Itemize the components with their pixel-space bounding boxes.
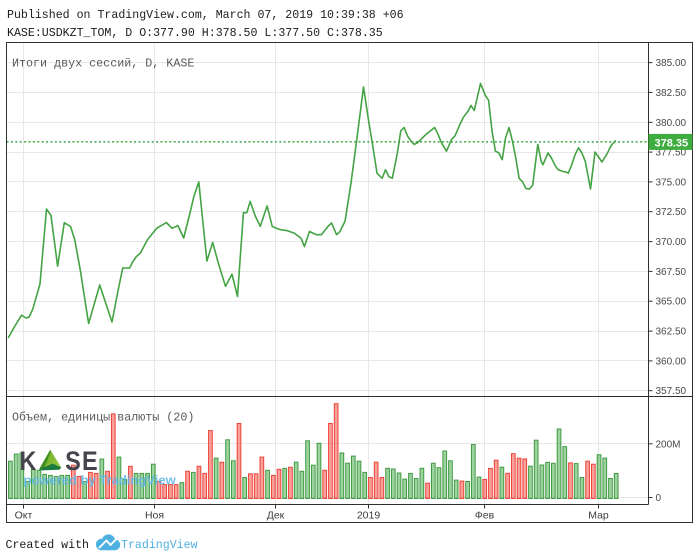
svg-text:Окт: Окт bbox=[15, 510, 33, 522]
svg-text:Created with: Created with bbox=[6, 539, 90, 552]
svg-text:Мар: Мар bbox=[588, 510, 609, 522]
svg-text:375.00: 375.00 bbox=[656, 177, 687, 188]
svg-text:365.00: 365.00 bbox=[656, 297, 687, 308]
svg-text:E: E bbox=[82, 447, 98, 477]
svg-text:Дек: Дек bbox=[267, 510, 285, 522]
svg-text:362.50: 362.50 bbox=[656, 327, 687, 338]
svg-text:S: S bbox=[65, 447, 81, 477]
svg-text:360.00: 360.00 bbox=[656, 356, 687, 367]
svg-text:Published on TradingView.com,: Published on TradingView.com, March 07, … bbox=[7, 9, 404, 22]
svg-text:378.35: 378.35 bbox=[655, 137, 689, 149]
svg-text:380.00: 380.00 bbox=[656, 118, 687, 129]
svg-text:372.50: 372.50 bbox=[656, 207, 687, 218]
svg-text:357.50: 357.50 bbox=[656, 386, 687, 397]
svg-text:Итоги двух сессий, D, KASE: Итоги двух сессий, D, KASE bbox=[12, 57, 194, 71]
svg-text:377.50: 377.50 bbox=[656, 148, 687, 159]
svg-text:TradingView: TradingView bbox=[121, 539, 198, 552]
svg-text:Фев: Фев bbox=[475, 510, 495, 522]
svg-text:powered by TradingView: powered by TradingView bbox=[24, 473, 177, 488]
svg-text:385.00: 385.00 bbox=[656, 58, 687, 69]
svg-text:Объем, единицы валюты (20): Объем, единицы валюты (20) bbox=[12, 411, 194, 425]
svg-text:0: 0 bbox=[656, 493, 662, 504]
svg-text:KASE:USDKZT_TOM, D O:377.90 H:: KASE:USDKZT_TOM, D O:377.90 H:378.50 L:3… bbox=[7, 27, 383, 40]
svg-text:Ноя: Ноя bbox=[145, 510, 164, 522]
svg-text:2019: 2019 bbox=[357, 510, 381, 522]
svg-text:370.00: 370.00 bbox=[656, 237, 687, 248]
svg-text:367.50: 367.50 bbox=[656, 267, 687, 278]
svg-text:200M: 200M bbox=[656, 439, 681, 450]
svg-text:K: K bbox=[19, 447, 37, 477]
svg-text:382.50: 382.50 bbox=[656, 88, 687, 99]
